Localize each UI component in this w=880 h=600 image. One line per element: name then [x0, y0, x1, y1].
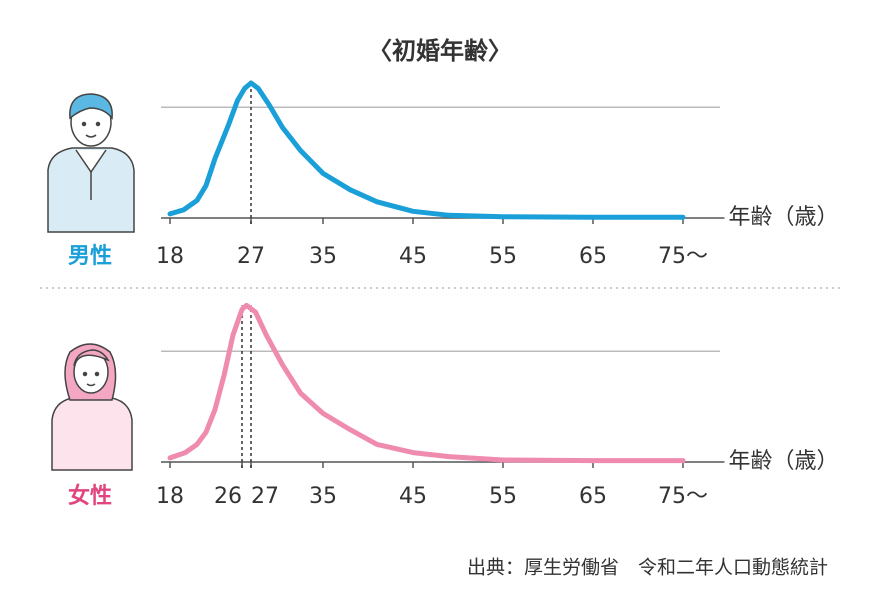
x-tick-label: 65	[579, 244, 607, 269]
x-tick-label: 45	[399, 484, 427, 509]
x-tick-label: 45	[399, 244, 427, 269]
x-axis-label: 年齢（歳）	[729, 205, 839, 230]
x-tick-label: 18	[156, 244, 184, 269]
x-tick-label: 35	[309, 484, 337, 509]
x-tick-label: 27	[237, 244, 265, 269]
sex-label: 男性	[68, 244, 112, 269]
x-tick-label: 35	[309, 244, 337, 269]
x-tick-label: 55	[489, 244, 517, 269]
x-tick-label: 18	[156, 484, 184, 509]
line	[167, 302, 686, 464]
x-tick-label: 55	[489, 484, 517, 509]
title: 〈初婚年齢〉	[368, 37, 512, 65]
x-tick-label: 75〜	[658, 484, 708, 509]
x-tick-label: 75〜	[658, 244, 708, 269]
female-icon	[51, 343, 133, 471]
source: 出典：厚生労働省 令和二年人口動態統計	[467, 557, 828, 579]
x-tick-label: 26	[214, 484, 242, 509]
x-axis-label: 年齢（歳）	[729, 449, 839, 474]
x-tick-label: 65	[579, 484, 607, 509]
male-icon	[47, 93, 135, 233]
sex-label: 女性	[68, 483, 112, 509]
x-tick-label: 27	[251, 484, 279, 509]
line	[167, 80, 686, 220]
